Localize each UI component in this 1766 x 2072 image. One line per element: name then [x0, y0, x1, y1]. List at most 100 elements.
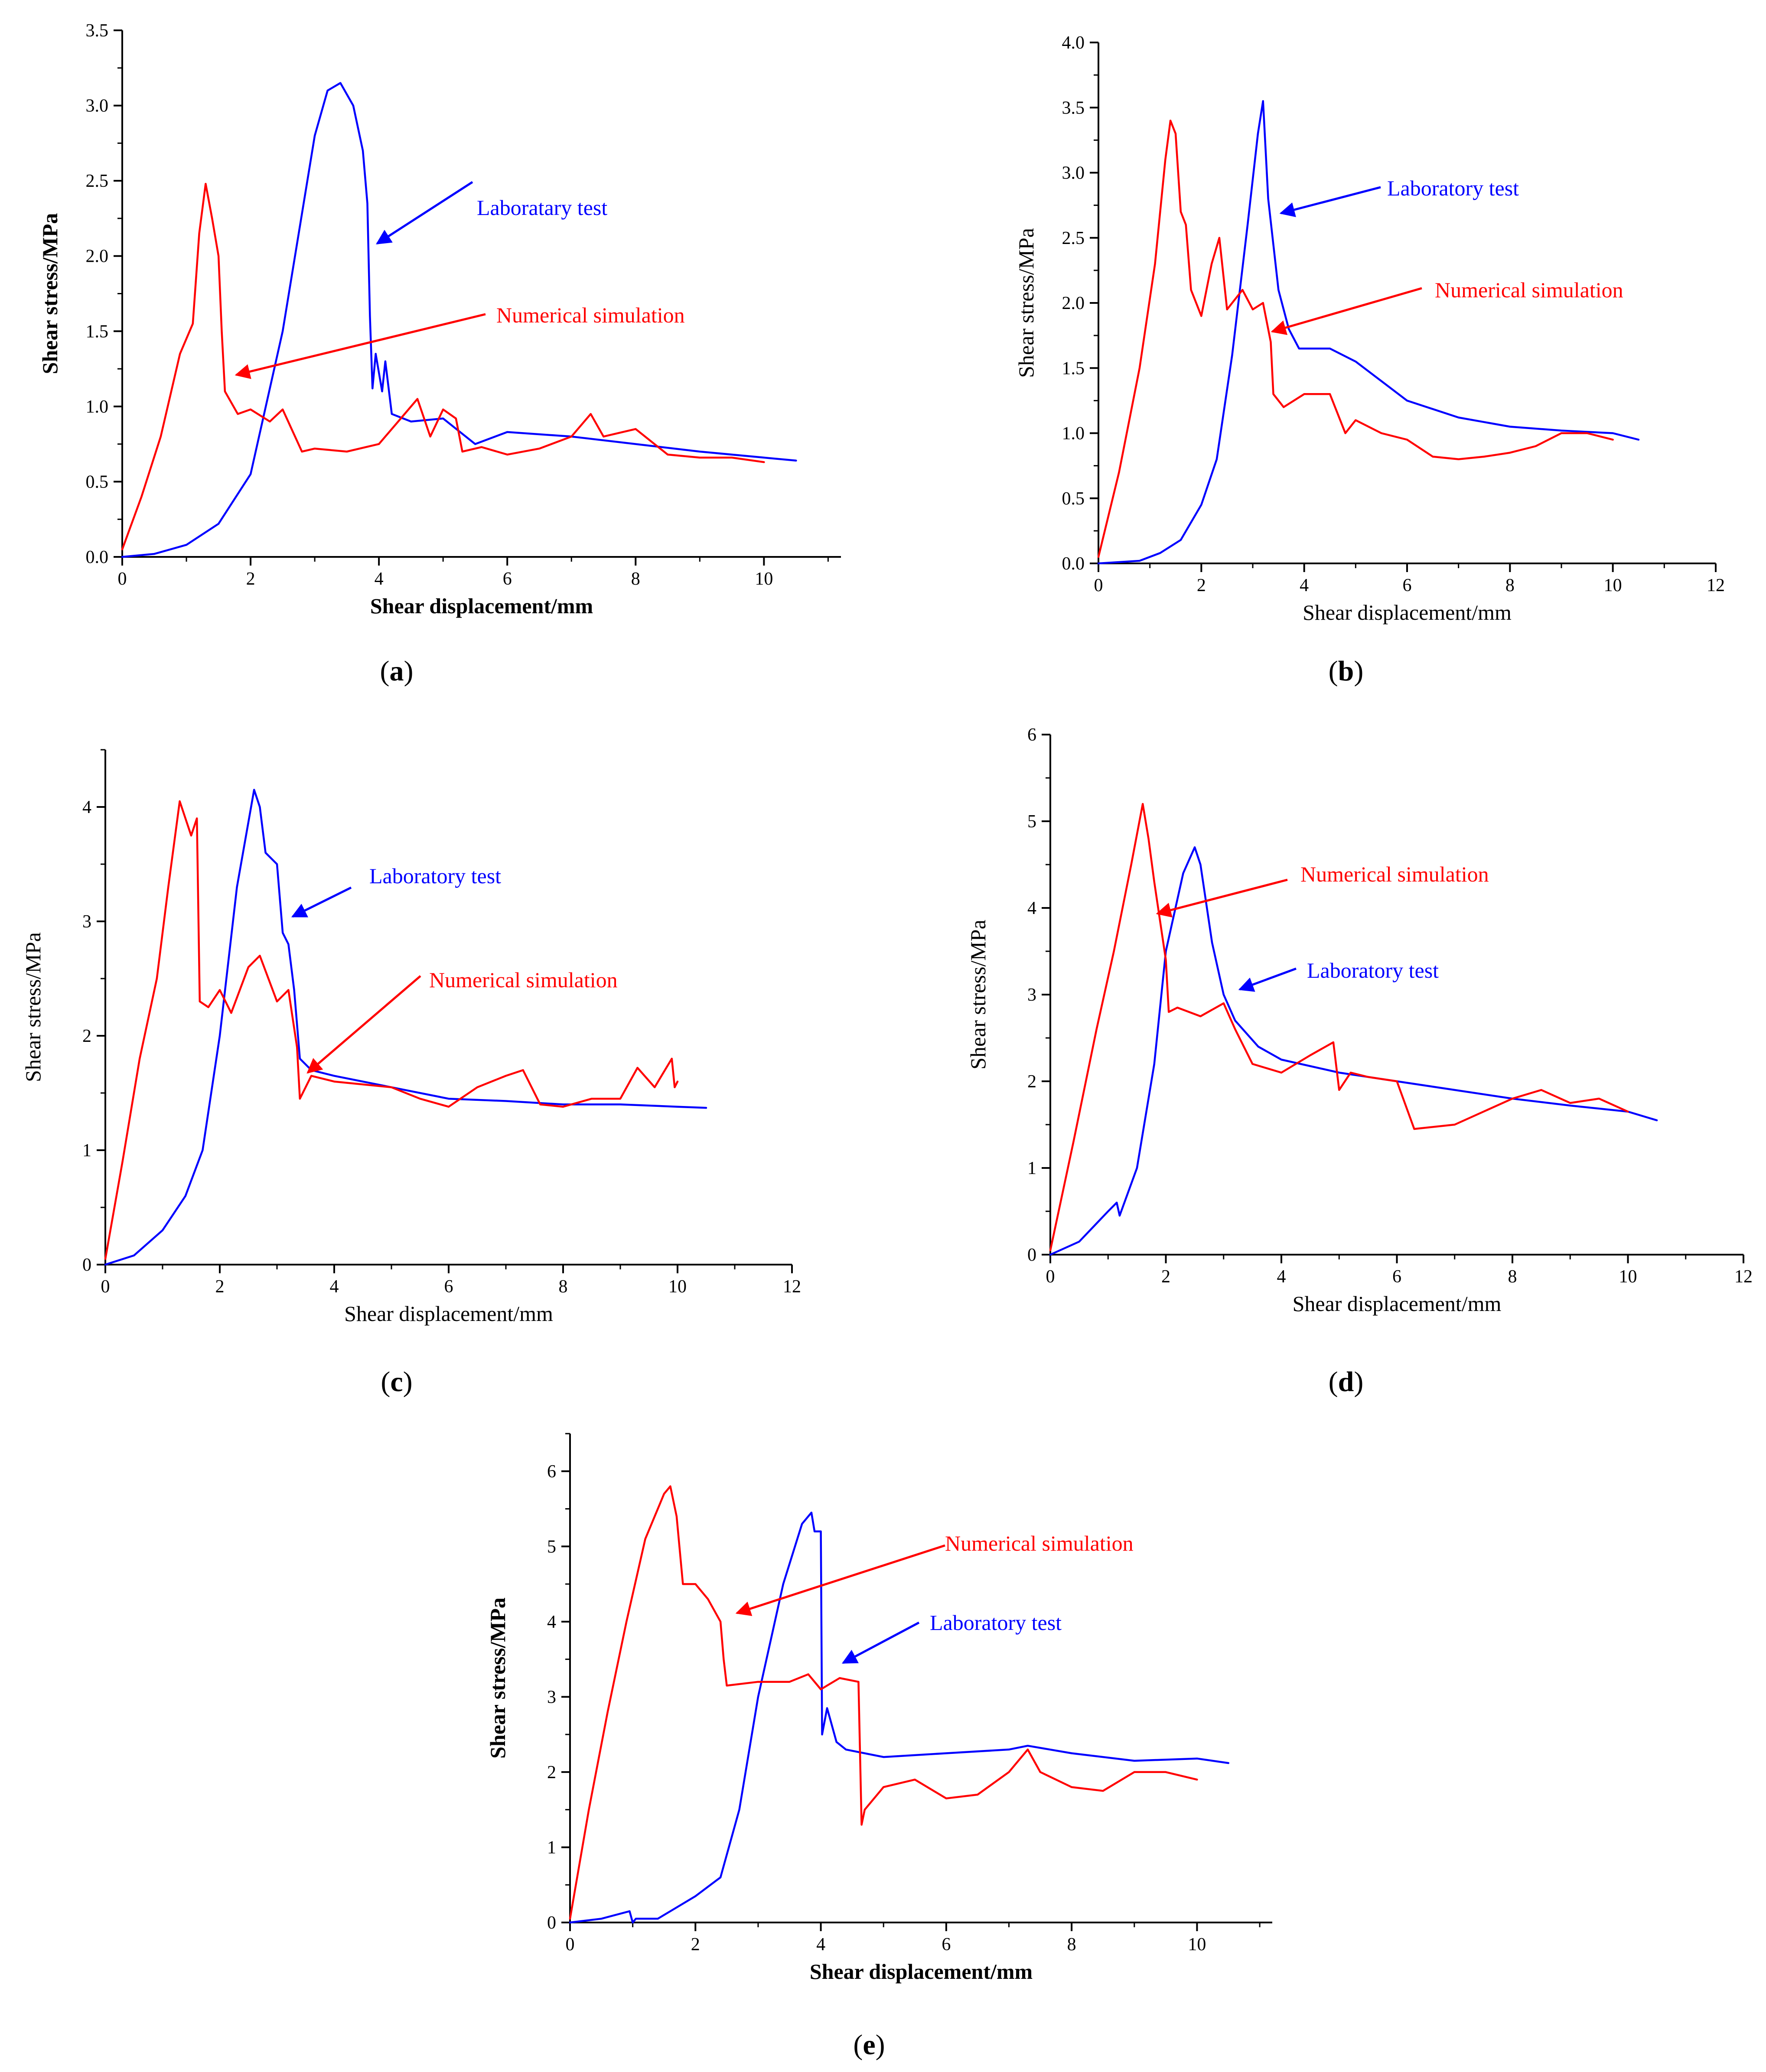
y-tick-label: 0	[1027, 1245, 1036, 1265]
x-tick-label: 10	[668, 1277, 687, 1297]
chart-panel-e: 0 2 4 6 8 10 0 1 2 3 4 5 6 Shear displacement/mm Shear…	[485, 1433, 1272, 2061]
x-tick-label: 6	[1403, 576, 1412, 595]
y-axis-title: Shear stress/MPa	[1014, 228, 1038, 378]
annotation-arrow-lab	[1279, 186, 1381, 217]
panel-label: (b)	[1329, 655, 1364, 687]
x-axis-title: Shear displacement/mm	[810, 1959, 1033, 1984]
annotation-arrow-lab	[291, 886, 352, 918]
x-tick-label: 4	[1277, 1267, 1286, 1287]
y-tick-label: 0.0	[1062, 554, 1085, 574]
y-axis-title: Shear stress/MPa	[38, 213, 62, 374]
y-tick-label: 3	[547, 1687, 556, 1707]
y-tick-label: 5	[1027, 812, 1036, 832]
annotation-label-sim: Numerical simulation	[945, 1531, 1134, 1555]
y-tick-label: 0	[547, 1913, 556, 1933]
panel-label: (d)	[1329, 1366, 1364, 1398]
x-tick-label: 10	[1604, 576, 1622, 595]
x-tick-label: 8	[1505, 576, 1515, 595]
x-tick-label: 2	[691, 1935, 700, 1955]
y-tick-label: 3.5	[86, 21, 109, 41]
y-tick-label: 2	[547, 1763, 556, 1783]
y-tick-label: 6	[547, 1462, 556, 1482]
panel-label: (e)	[853, 2029, 885, 2061]
y-tick-label: 3.0	[1062, 163, 1085, 183]
series-line-sim	[569, 1485, 1198, 1920]
y-tick-label: 3.0	[86, 96, 109, 116]
x-tick-label: 2	[1197, 576, 1206, 595]
series-line-lab	[569, 1511, 1230, 1924]
x-tick-label: 10	[1188, 1935, 1206, 1955]
y-tick-label: 1.0	[86, 397, 109, 417]
y-axis-title: Shear stress/MPa	[485, 1597, 510, 1759]
annotation-arrow-lab	[841, 1621, 920, 1664]
x-tick-label: 6	[942, 1935, 951, 1955]
y-tick-label: 0.5	[86, 472, 109, 492]
series-line-lab	[104, 789, 707, 1266]
annotation-arrow-sim	[306, 975, 421, 1074]
x-axis-title: Shear displacement/mm	[370, 594, 593, 618]
annotation-label-lab: Laboratory test	[1307, 958, 1439, 982]
annotation-label-lab: Laboratary test	[477, 195, 607, 220]
x-tick-label: 6	[1392, 1267, 1401, 1287]
x-tick-label: 0	[1094, 576, 1103, 595]
y-tick-label: 2.5	[86, 171, 109, 191]
y-tick-label: 4	[82, 797, 91, 817]
y-tick-label: 4.0	[1062, 33, 1085, 53]
series-line-sim	[104, 800, 679, 1260]
x-tick-label: 10	[1619, 1267, 1637, 1287]
chart-panel-a: 0 2 4 6 8 10 0.0 0.5 1.0 1.5 2.0 2.5 3.0 3.5 Shear dis…	[38, 21, 841, 687]
annotation-label-sim: Numerical simulation	[1435, 278, 1623, 302]
y-tick-label: 1.0	[1062, 424, 1085, 444]
annotation-label-lab: Laboratory test	[930, 1610, 1062, 1635]
y-tick-label: 2.0	[1062, 293, 1085, 313]
panel-label: (a)	[380, 655, 414, 687]
y-tick-label: 4	[547, 1612, 556, 1632]
x-tick-label: 8	[631, 569, 640, 589]
annotation-arrow-lab	[376, 181, 473, 245]
x-axis-title: Shear displacement/mm	[1293, 1291, 1502, 1316]
x-tick-label: 12	[783, 1277, 801, 1297]
y-tick-label: 2	[1027, 1072, 1036, 1092]
series-line-lab	[1049, 846, 1658, 1256]
panel-letter: c	[390, 1366, 403, 1398]
y-tick-label: 1.5	[1062, 358, 1085, 378]
series-line-sim	[1049, 803, 1629, 1252]
x-tick-label: 8	[1067, 1935, 1076, 1955]
y-tick-label: 5	[547, 1537, 556, 1557]
y-tick-label: 1	[547, 1838, 556, 1857]
y-axis-title: Shear stress/MPa	[21, 932, 45, 1082]
x-tick-label: 0	[101, 1277, 110, 1297]
y-tick-label: 0	[82, 1255, 91, 1275]
annotation-arrow-sim	[1156, 878, 1288, 918]
x-tick-label: 0	[1046, 1267, 1055, 1287]
annotation-arrow-lab	[1238, 967, 1297, 992]
y-tick-label: 3.5	[1062, 98, 1085, 118]
x-tick-label: 10	[755, 569, 773, 589]
x-tick-label: 6	[444, 1277, 453, 1297]
x-tick-label: 0	[566, 1935, 575, 1955]
chart-panel-b: 0 2 4 6 8 10 12 0.0 0.5 1.0 1.5 2.0 2.5 3.0 3.5 4.0 Shea…	[1014, 33, 1725, 687]
x-axis-title: Shear displacement/mm	[1303, 600, 1512, 625]
panel-letter: e	[863, 2029, 875, 2061]
annotation-arrow-sim	[735, 1544, 945, 1616]
x-tick-label: 2	[215, 1277, 225, 1297]
annotation-label-sim: Numerical simulation	[429, 968, 618, 992]
series-line-sim	[121, 182, 765, 550]
panel-letter: d	[1338, 1366, 1354, 1398]
y-axis-title: Shear stress/MPa	[966, 920, 990, 1070]
x-tick-label: 8	[559, 1277, 568, 1297]
y-tick-label: 3	[82, 912, 91, 932]
y-tick-label: 0.0	[86, 547, 109, 567]
y-tick-label: 1	[82, 1141, 91, 1161]
series-line-lab	[121, 82, 797, 558]
y-tick-label: 6	[1027, 725, 1036, 745]
x-tick-label: 4	[330, 1277, 339, 1297]
y-tick-label: 3	[1027, 985, 1036, 1005]
x-tick-label: 6	[503, 569, 512, 589]
y-tick-label: 2	[82, 1026, 91, 1046]
y-tick-label: 4	[1027, 898, 1036, 918]
y-tick-label: 1	[1027, 1158, 1036, 1178]
panel-label: (c)	[381, 1366, 412, 1398]
